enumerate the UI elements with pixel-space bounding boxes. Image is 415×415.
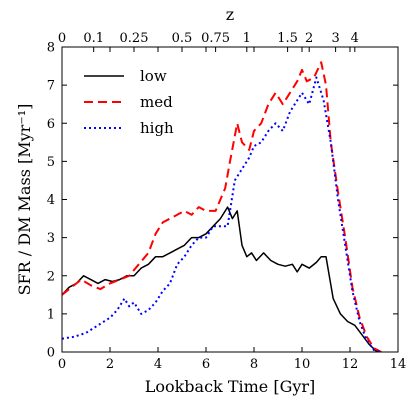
- series-line-med: [62, 61, 382, 352]
- y-tick-label: 4: [47, 193, 55, 208]
- x-tick-label: 6: [202, 357, 210, 372]
- top-tick-label: 0: [58, 31, 66, 46]
- top-tick-label: 0.1: [83, 31, 104, 46]
- plot-frame: [61, 46, 399, 353]
- x-tick-label: 14: [390, 357, 407, 372]
- y-tick-label: 0: [47, 346, 55, 361]
- y-tick-label: 1: [47, 307, 55, 322]
- y-tick-label: 3: [47, 231, 55, 246]
- top-tick-label: 1.5: [277, 31, 298, 46]
- top-axis-label: z: [226, 5, 234, 24]
- y-tick-label: 5: [47, 155, 55, 170]
- y-axis-label: SFR / DM Mass [Myr⁻¹]: [15, 104, 34, 296]
- x-tick-label: 8: [250, 357, 258, 372]
- y-tick-label: 2: [47, 269, 55, 284]
- series-line-high: [62, 76, 382, 352]
- x-tick-label: 2: [106, 357, 114, 372]
- x-tick-label: 10: [294, 357, 311, 372]
- x-tick-label: 4: [154, 357, 162, 372]
- top-tick-label: 0.25: [120, 31, 149, 46]
- legend: low med high: [84, 67, 174, 137]
- x-axis-label: Lookback Time [Gyr]: [145, 377, 316, 396]
- top-tick-label: 0.5: [172, 31, 193, 46]
- legend-label-high: high: [140, 119, 174, 137]
- y-tick-label: 8: [47, 41, 55, 56]
- top-tick-label: 2: [305, 31, 313, 46]
- x-tick-label: 0: [58, 357, 66, 372]
- top-tick-label: 1: [243, 31, 251, 46]
- legend-label-low: low: [140, 67, 167, 85]
- top-tick-label: 0.75: [201, 31, 230, 46]
- top-tick-label: 3: [331, 31, 339, 46]
- top-tick-label: 4: [351, 31, 359, 46]
- series-layer: [62, 61, 382, 352]
- legend-label-med: med: [140, 93, 173, 111]
- y-tick-label: 6: [47, 117, 55, 132]
- series-line-low: [62, 206, 382, 352]
- x-tick-label: 12: [342, 357, 359, 372]
- y-tick-label: 7: [47, 79, 55, 94]
